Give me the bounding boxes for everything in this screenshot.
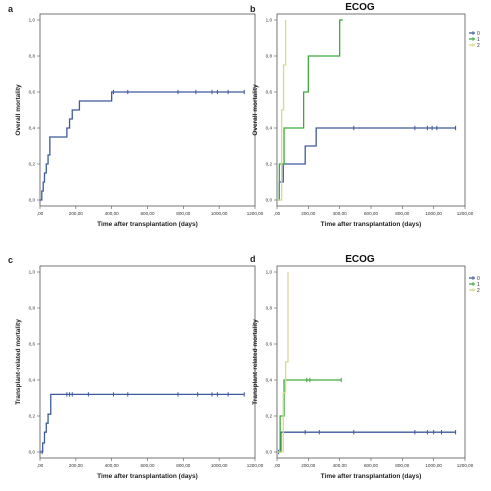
- y-tick-label: 0,4: [266, 126, 273, 131]
- y-tick-label: 0,2: [266, 414, 273, 419]
- y-tick-label: 0,0: [266, 450, 273, 455]
- y-tick-label: 0,8: [266, 54, 273, 59]
- y-tick-label: 0,8: [266, 306, 273, 311]
- x-tick-label: 600,00: [364, 211, 378, 216]
- x-tick-label: 400,00: [105, 463, 119, 468]
- series-1-line: [277, 379, 342, 453]
- series-overall-line: [40, 393, 245, 453]
- y-tick-label: 0,6: [29, 342, 36, 347]
- y-tick-label: 0,2: [29, 414, 36, 419]
- panel-d: d ECOG 0,0 0,2 0,4 0,6 0,8 1,0 ,00 200,00 400,00 60…: [250, 254, 480, 480]
- x-tick-label: 800,00: [176, 211, 190, 216]
- y-tick-label: 0,8: [29, 54, 36, 59]
- y-tick-label: 1,0: [29, 270, 36, 275]
- x-tick-label: 200,00: [69, 211, 83, 216]
- x-tick-label: 800,00: [176, 463, 190, 468]
- x-tick-label: 200,00: [301, 463, 315, 468]
- y-tick-label: 0,6: [266, 342, 273, 347]
- plot-frame: [276, 265, 466, 459]
- series-2-line: [277, 272, 289, 453]
- y-tick-label: 0,4: [29, 126, 36, 131]
- series-overall-line: [40, 91, 245, 201]
- y-tick-label: 0,0: [29, 450, 36, 455]
- x-tick-label: 600,00: [140, 463, 154, 468]
- x-tick-label: 200,00: [301, 211, 315, 216]
- x-tick-label: 1000,00: [211, 211, 228, 216]
- legend-label: 1: [477, 282, 480, 288]
- x-tick-label: 1200,00: [247, 211, 264, 216]
- y-axis-title: Transplant-related mortality: [15, 319, 22, 405]
- panel-b: b ECOG 0,0 0,2 0,4 0,6 0,8 1,0 ,00 200,00 400,00 60…: [250, 2, 480, 228]
- plot-frame: [276, 13, 466, 207]
- chart-title: ECOG: [345, 2, 375, 13]
- legend-label: 2: [477, 288, 480, 294]
- y-tick-label: 1,0: [266, 270, 273, 275]
- panel-letter: c: [8, 255, 13, 265]
- series-0-line: [277, 127, 456, 201]
- y-tick-label: 0,4: [266, 378, 273, 383]
- panel-c: c 0,0 0,2 0,4 0,6 0,8 1,0 ,00 200,00 400,00 600,00…: [8, 255, 264, 480]
- panel-letter: b: [250, 4, 256, 14]
- y-axis-title: Overall mortality: [15, 84, 22, 136]
- x-tick-label: 200,00: [69, 463, 83, 468]
- x-tick-label: 400,00: [333, 463, 347, 468]
- y-tick-label: 0,0: [266, 198, 273, 203]
- x-tick-label: 1200,00: [457, 463, 474, 468]
- panel-letter: d: [250, 254, 256, 264]
- x-tick-label: 1000,00: [425, 211, 442, 216]
- y-tick-label: 0,6: [266, 90, 273, 95]
- y-tick-label: 1,0: [266, 18, 273, 23]
- x-axis-title: Time after transplantation (days): [97, 221, 198, 228]
- y-tick-label: 0,8: [29, 306, 36, 311]
- series-1-line: [277, 19, 343, 201]
- x-tick-label: 1200,00: [247, 463, 264, 468]
- x-tick-label: ,00: [274, 211, 281, 216]
- y-axis-title: Transplant-related mortality: [252, 319, 259, 405]
- x-axis-title: Time after transplantation (days): [321, 473, 422, 480]
- x-tick-label: 1200,00: [457, 211, 474, 216]
- legend-label: 2: [477, 43, 480, 49]
- series-2-line: [277, 20, 287, 201]
- y-tick-label: 0,0: [29, 198, 36, 203]
- y-tick-label: 0,4: [29, 378, 36, 383]
- panel-a: a 0,0 0,2 0,4 0,6 0,8 1,0 ,00 200,00 400,00 600,00…: [8, 4, 264, 228]
- plot-frame: [39, 265, 256, 459]
- x-tick-label: 400,00: [105, 211, 119, 216]
- y-tick-label: 0,2: [29, 162, 36, 167]
- x-tick-label: 400,00: [333, 211, 347, 216]
- x-tick-label: 1000,00: [211, 463, 228, 468]
- x-axis-title: Time after transplantation (days): [97, 473, 198, 480]
- y-axis-title: Overall mortality: [252, 84, 259, 136]
- legend-label: 0: [477, 31, 480, 37]
- legend-label: 0: [477, 276, 480, 282]
- panel-letter: a: [8, 4, 14, 14]
- x-tick-label: 800,00: [395, 211, 409, 216]
- legend-label: 1: [477, 37, 480, 43]
- x-tick-label: ,00: [37, 211, 44, 216]
- x-tick-label: ,00: [274, 463, 281, 468]
- x-tick-label: 1000,00: [425, 463, 442, 468]
- chart-title: ECOG: [345, 254, 375, 265]
- x-axis-title: Time after transplantation (days): [321, 221, 422, 228]
- series-0-line: [277, 431, 456, 453]
- y-tick-label: 0,6: [29, 90, 36, 95]
- x-tick-label: ,00: [37, 463, 44, 468]
- x-tick-label: 600,00: [364, 463, 378, 468]
- y-tick-label: 1,0: [29, 18, 36, 23]
- x-tick-label: 800,00: [395, 463, 409, 468]
- y-tick-label: 0,2: [266, 162, 273, 167]
- x-tick-label: 600,00: [140, 211, 154, 216]
